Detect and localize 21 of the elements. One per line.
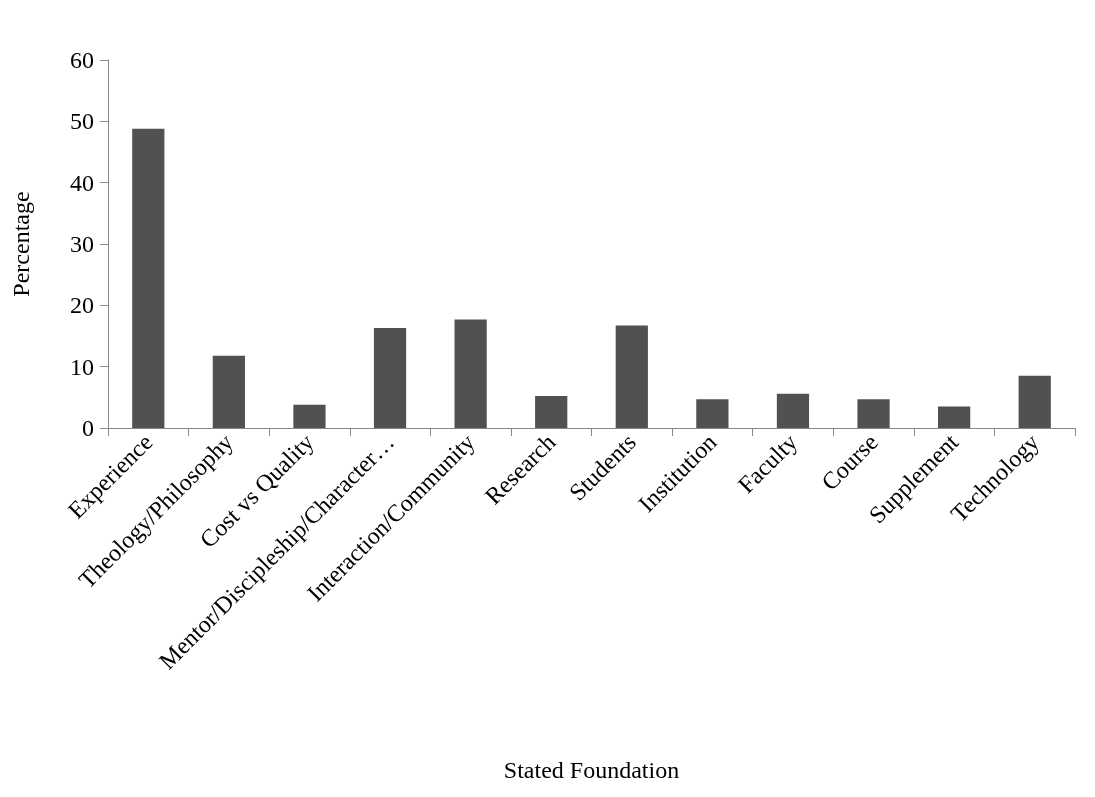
bar — [938, 406, 971, 428]
y-tick-label: 30 — [70, 231, 94, 257]
bar — [132, 128, 165, 428]
y-axis-title: Percentage — [8, 191, 34, 297]
x-axis-title: Stated Foundation — [503, 757, 680, 783]
y-tick-label: 60 — [70, 47, 94, 73]
bar — [212, 355, 245, 428]
bar — [857, 399, 890, 428]
bar — [615, 325, 648, 428]
bar — [373, 328, 407, 428]
bar — [454, 319, 487, 428]
bar — [776, 393, 810, 428]
bar — [1018, 375, 1051, 428]
y-tick-label: 0 — [82, 415, 94, 441]
y-tick-label: 50 — [70, 108, 94, 135]
y-tick-label: 40 — [70, 169, 94, 196]
y-tick-label: 20 — [70, 292, 94, 319]
bar — [696, 399, 729, 428]
bar — [535, 396, 568, 428]
bar — [293, 404, 326, 428]
y-tick-label: 10 — [70, 353, 94, 380]
